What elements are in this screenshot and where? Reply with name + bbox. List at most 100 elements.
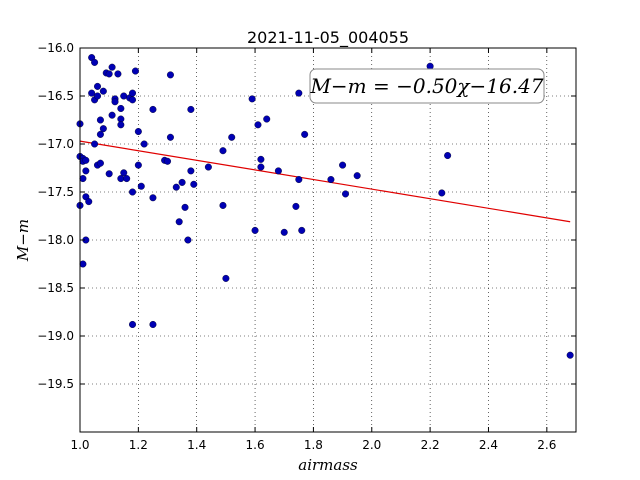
fit-line [79,140,571,223]
y-tick-label: −16.5 [37,89,74,103]
data-point [251,226,259,234]
data-point [129,188,137,196]
data-point [94,82,102,90]
data-point [149,105,157,113]
axis-ticks [79,47,576,432]
data-point [175,218,183,226]
x-tick-label: 1.6 [246,438,265,452]
data-point [96,159,104,167]
data-point [114,70,122,78]
data-point [149,320,157,328]
data-point [292,202,300,210]
chart-title: 2021-11-05_004055 [247,28,409,48]
data-point [172,183,180,191]
data-point [327,176,335,184]
data-point [140,140,148,148]
y-tick-label: −17.5 [37,185,74,199]
data-point [254,121,262,129]
data-point [79,260,87,268]
data-point [166,71,174,79]
data-point [228,133,236,141]
x-tick-label: 2.2 [421,438,440,452]
data-point [82,156,90,164]
data-point [295,89,303,97]
data-point [190,180,198,188]
data-point [129,89,137,97]
data-point [164,157,172,165]
y-tick-label: −19.0 [37,329,74,343]
data-point [184,236,192,244]
data-point [88,89,96,97]
data-point [117,104,125,112]
data-point [353,172,361,180]
x-tick-label: 2.6 [537,438,556,452]
x-tick-label: 1.2 [129,438,148,452]
data-point [105,70,113,78]
data-point [274,167,282,175]
data-point [117,175,125,183]
data-point [99,87,107,95]
data-point [342,190,350,198]
data-point [257,155,265,163]
x-axis-label: airmass [298,456,358,474]
data-point [131,67,139,75]
x-tick-label: 1.8 [304,438,323,452]
y-axis-label: M−m [14,219,32,262]
data-point [166,133,174,141]
y-tick-label: −18.0 [37,233,74,247]
data-point [120,92,128,100]
data-point [99,125,107,133]
data-point [85,198,93,206]
data-point [187,167,195,175]
data-point [181,203,189,211]
data-point [96,116,104,124]
data-point [82,167,90,175]
data-point [105,170,113,178]
x-tick-labels: 1.0 1.2 1.4 1.6 1.8 2.0 2.2 2.4 2.6 [70,438,556,452]
data-point [108,63,116,71]
data-point [134,128,142,136]
data-point [263,115,271,123]
data-point [248,95,256,103]
data-point [566,351,574,359]
data-point [222,274,230,282]
x-tick-label: 1.0 [70,438,89,452]
annotation-text: M−m = −0.50χ−16.47 [309,74,543,98]
data-point [129,96,137,104]
data-point [129,320,137,328]
data-point [91,58,99,66]
x-tick-label: 2.0 [362,438,381,452]
data-point [96,130,104,138]
y-tick-labels: −16.0 −16.5 −17.0 −17.5 −18.0 −18.5 −19.0 −19.5 [37,41,74,391]
data-point [117,121,125,129]
data-point [444,152,452,160]
y-tick-label: −19.5 [37,377,74,391]
data-points [76,54,574,359]
fit-annotation: M−m = −0.50χ−16.47 [309,68,545,104]
data-point [178,178,186,186]
data-point [204,163,212,171]
data-point [149,194,157,202]
annotation-box [309,68,545,104]
data-point [94,92,102,100]
data-point [79,175,87,183]
data-point [137,182,145,190]
y-tick-label: −17.0 [37,137,74,151]
data-point [301,130,309,138]
data-point [91,140,99,148]
fit-line-layer [79,140,571,223]
data-point [298,226,306,234]
data-point [187,105,195,113]
data-point [219,147,227,155]
data-point [120,169,128,177]
data-point [438,189,446,197]
data-point [108,111,116,119]
data-point [219,201,227,209]
y-tick-label: −18.5 [37,281,74,295]
data-point [134,161,142,169]
x-tick-label: 2.4 [479,438,498,452]
x-tick-label: 1.4 [187,438,206,452]
data-point [111,98,119,106]
data-point [339,161,347,169]
